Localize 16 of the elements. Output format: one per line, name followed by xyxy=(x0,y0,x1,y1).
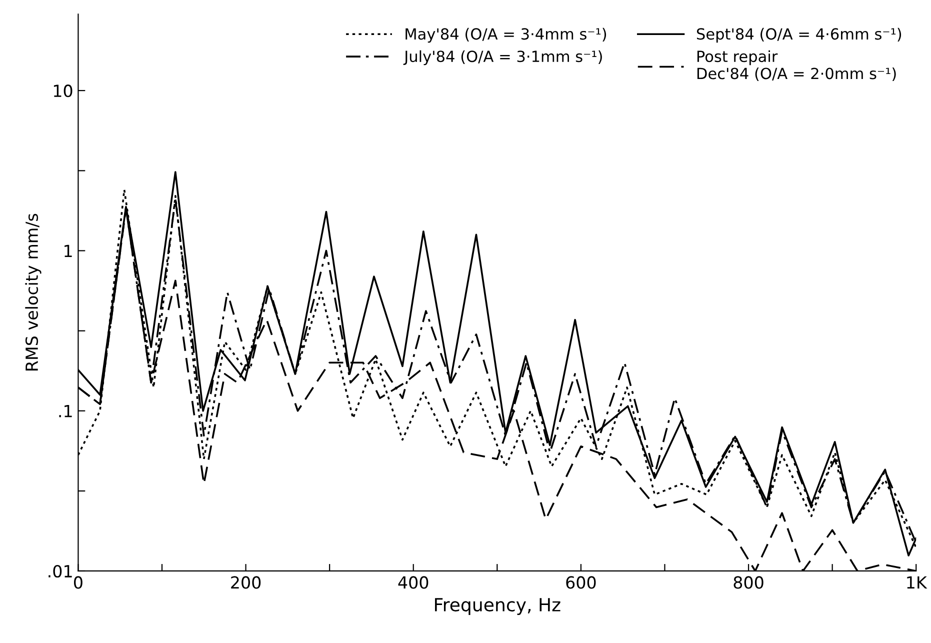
legend-label: Sept'84 (O/A = 4·6mm s⁻¹) xyxy=(696,28,902,43)
x-tick-label: 400 xyxy=(398,576,428,589)
x-tick-label: 200 xyxy=(231,576,261,589)
legend-label: May'84 (O/A = 3·4mm s⁻¹) xyxy=(406,28,606,43)
x-tick-label: 800 xyxy=(734,576,764,589)
x-tick-label: 0 xyxy=(74,576,82,589)
legend-label: Post repair Dec'84 (O/A = 2·0mm s⁻¹) xyxy=(697,50,896,82)
y-tick-label: 10 xyxy=(54,84,72,98)
x-tick-label: 1K xyxy=(907,576,928,589)
y-tick-label: .1 xyxy=(59,405,72,418)
x-axis-title: Frequency, Hz xyxy=(435,598,560,616)
y-tick-label: .01 xyxy=(48,564,72,578)
y-tick-label: 1 xyxy=(64,244,72,258)
legend-label: July'84 (O/A = 3·1mm s⁻¹) xyxy=(403,50,602,66)
y-axis-title: RMS velocity mm/s xyxy=(25,214,42,370)
x-tick-label: 600 xyxy=(566,576,596,589)
